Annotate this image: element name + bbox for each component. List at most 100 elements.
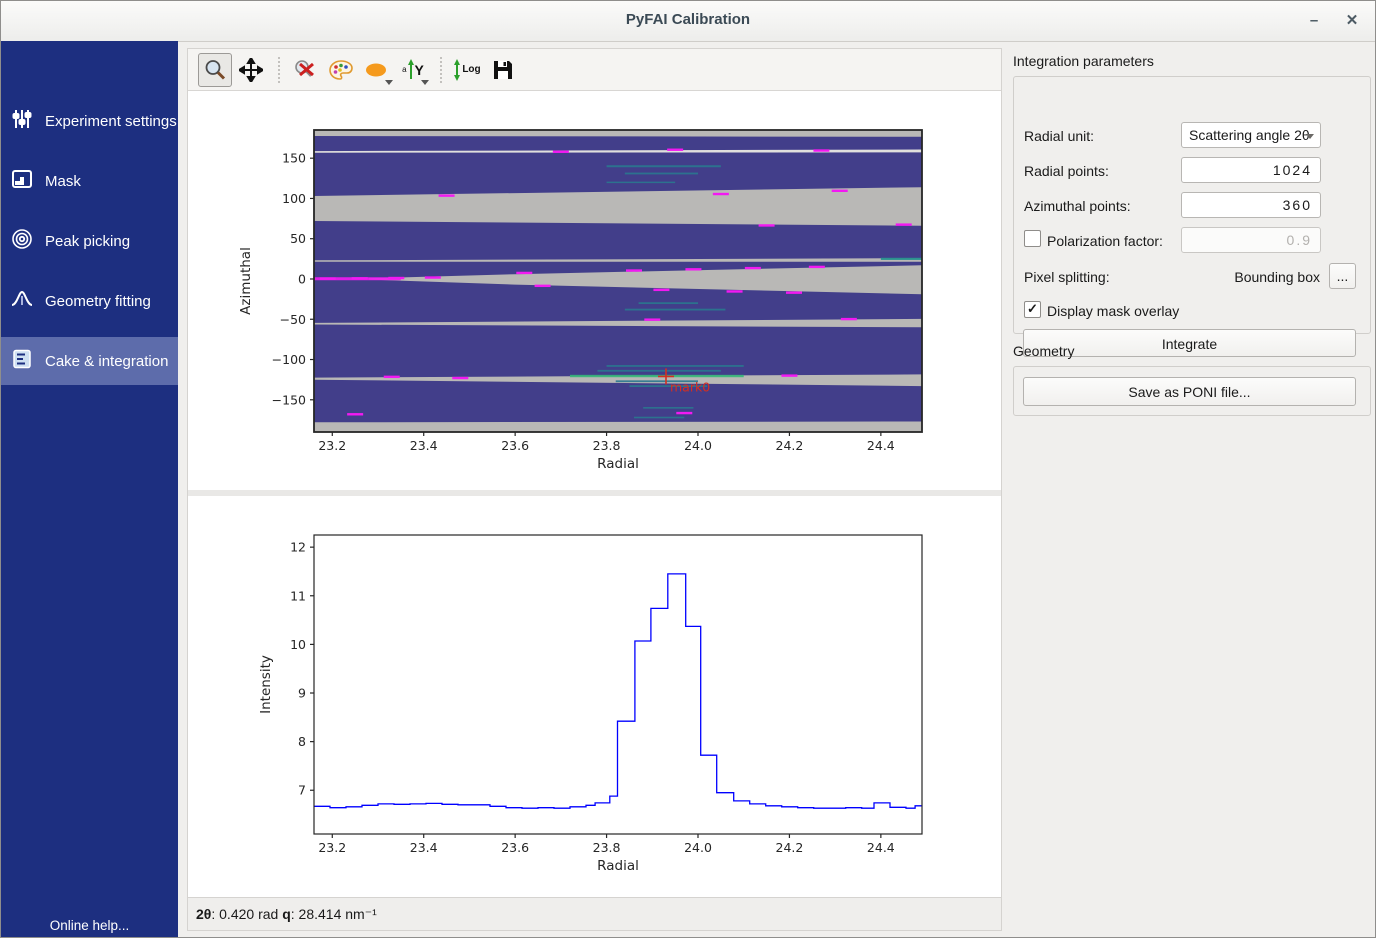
integration-1d-plot[interactable]: 23.2 23.4 23.6 23.8 24.0 24.2 24.4 7 8 9 10 11 12 Rad…: [188, 494, 1001, 894]
mask-tool-button[interactable]: [360, 53, 394, 87]
sidebar-item-cake-integration[interactable]: Cake & integration: [1, 337, 178, 385]
cake-layers-icon: [11, 348, 33, 374]
svg-text:23.2: 23.2: [318, 840, 346, 855]
svg-text:23.6: 23.6: [501, 840, 529, 855]
polarization-checkbox[interactable]: [1024, 230, 1041, 247]
sidebar-item-geometry-fitting[interactable]: Geometry fitting: [1, 277, 178, 325]
svg-text:24.4: 24.4: [867, 840, 895, 855]
pan-mode-button[interactable]: [234, 53, 268, 87]
azimuthal-points-input[interactable]: 360: [1181, 192, 1321, 218]
svg-text:24.0: 24.0: [684, 840, 712, 855]
polarization-label: Polarization factor:: [1047, 233, 1163, 249]
svg-text:24.4: 24.4: [867, 438, 895, 453]
pixel-splitting-more-button[interactable]: ...: [1329, 263, 1356, 289]
radial-points-input[interactable]: 1024: [1181, 157, 1321, 183]
integration-parameters-title: Integration parameters: [1013, 53, 1154, 69]
close-button[interactable]: ✕: [1345, 12, 1359, 29]
svg-text:Intensity: Intensity: [258, 655, 274, 714]
svg-text:0: 0: [298, 271, 306, 286]
sidebar-item-label: Experiment settings: [45, 112, 177, 130]
svg-text:10: 10: [290, 637, 306, 652]
sidebar: Experiment settings Mask Peak picking Ge…: [1, 41, 178, 937]
sidebar-item-mask[interactable]: Mask: [1, 157, 178, 205]
svg-text:Radial: Radial: [597, 456, 639, 472]
svg-text:24.2: 24.2: [776, 840, 804, 855]
sliders-icon: [11, 108, 33, 134]
radial-unit-dropdown[interactable]: Scattering angle 2θ: [1181, 122, 1321, 148]
online-help-link[interactable]: Online help...: [49, 918, 130, 933]
colormap-palette-icon: [329, 59, 353, 80]
plot-splitter-handle[interactable]: [188, 490, 1001, 496]
pixel-splitting-label: Pixel splitting:: [1024, 269, 1110, 285]
y-axis-y-label: Y: [414, 61, 424, 78]
save-icon: [494, 60, 512, 79]
save-button[interactable]: [486, 53, 520, 87]
sidebar-item-peak-picking[interactable]: Peak picking: [1, 217, 178, 265]
y-axis-orientation-icon: [407, 58, 414, 79]
display-mask-overlay-checkbox[interactable]: ✓: [1024, 301, 1041, 318]
svg-text:−150: −150: [272, 392, 306, 407]
status-q-value: : 28.414 nm⁻¹: [290, 905, 377, 922]
chevron-down-icon: [421, 79, 429, 85]
plot-card: a Y Log mark0 23.2 23.4 23.6 23.8 24.0 24.2 24.…: [187, 48, 1002, 931]
svg-text:−100: −100: [272, 352, 306, 367]
title-bar: PyFAI Calibration – ✕: [1, 1, 1375, 42]
pixel-splitting-value: Bounding box: [1234, 269, 1320, 285]
pan-icon: [239, 57, 263, 82]
svg-text:−50: −50: [280, 312, 306, 327]
svg-text:100: 100: [282, 191, 306, 206]
svg-text:8: 8: [298, 734, 306, 749]
toolbar-separator: [278, 56, 280, 83]
display-mask-overlay-label: Display mask overlay: [1047, 303, 1180, 319]
svg-text:12: 12: [290, 540, 306, 555]
radial-points-label: Radial points:: [1024, 163, 1109, 179]
svg-text:mark0: mark0: [670, 379, 710, 394]
zoom-mode-button[interactable]: [198, 52, 232, 87]
plot-toolbar: a Y Log: [188, 49, 1001, 91]
log-label: Log: [462, 64, 481, 75]
minimize-button[interactable]: –: [1309, 12, 1319, 29]
svg-text:50: 50: [290, 231, 306, 246]
chevron-down-icon: [1306, 134, 1314, 139]
svg-text:23.2: 23.2: [318, 438, 346, 453]
save-poni-button[interactable]: Save as PONI file...: [1023, 377, 1356, 406]
sidebar-item-label: Peak picking: [45, 232, 131, 250]
colormap-button[interactable]: [324, 53, 358, 87]
peak-curve-icon: [11, 288, 33, 314]
chevron-down-icon: [385, 79, 393, 85]
zoom-reset-icon: [295, 59, 314, 77]
mask-ellipse-icon: [366, 63, 386, 76]
geometry-group: Save as PONI file...: [1013, 366, 1371, 416]
toolbar-separator: [440, 56, 442, 83]
log-scale-icon: [454, 58, 461, 81]
status-q-label: q: [282, 906, 291, 922]
sidebar-item-label: Geometry fitting: [45, 292, 151, 310]
integrate-button[interactable]: Integrate: [1023, 329, 1356, 357]
polarization-input[interactable]: 0.9: [1181, 227, 1321, 253]
svg-text:23.4: 23.4: [410, 840, 438, 855]
y-axis-a-label: a: [402, 65, 407, 74]
sidebar-item-label: Mask: [45, 172, 81, 190]
svg-text:Radial: Radial: [597, 858, 639, 874]
zoom-reset-button[interactable]: [288, 53, 322, 87]
log-scale-button[interactable]: Log: [450, 53, 484, 87]
cake-2d-plot[interactable]: mark0 23.2 23.4 23.6 23.8 24.0 24.2 24.4 150 100 5…: [188, 92, 1001, 490]
sidebar-item-label: Cake & integration: [45, 352, 169, 370]
svg-text:23.4: 23.4: [410, 438, 438, 453]
concentric-rings-icon: [11, 228, 33, 254]
integration-panel: Integration parameters Radial unit: Scat…: [1011, 41, 1375, 937]
svg-text:150: 150: [282, 151, 306, 166]
window-title: PyFAI Calibration: [625, 11, 751, 28]
sidebar-item-experiment-settings[interactable]: Experiment settings: [1, 97, 178, 145]
status-tth-label: 2θ: [196, 906, 212, 922]
svg-text:23.8: 23.8: [593, 840, 621, 855]
svg-text:Azimuthal: Azimuthal: [238, 247, 254, 315]
integration-parameters-group: Radial unit: Scattering angle 2θ Radial …: [1013, 76, 1371, 357]
svg-text:24.0: 24.0: [684, 438, 712, 453]
radial-unit-label: Radial unit:: [1024, 128, 1095, 144]
y-axis-orientation-button[interactable]: a Y: [396, 53, 430, 87]
zoom-icon: [205, 59, 226, 80]
azimuthal-points-label: Azimuthal points:: [1024, 198, 1131, 214]
status-bar: 2θ: 0.420 rad q: 28.414 nm⁻¹: [188, 897, 1001, 930]
